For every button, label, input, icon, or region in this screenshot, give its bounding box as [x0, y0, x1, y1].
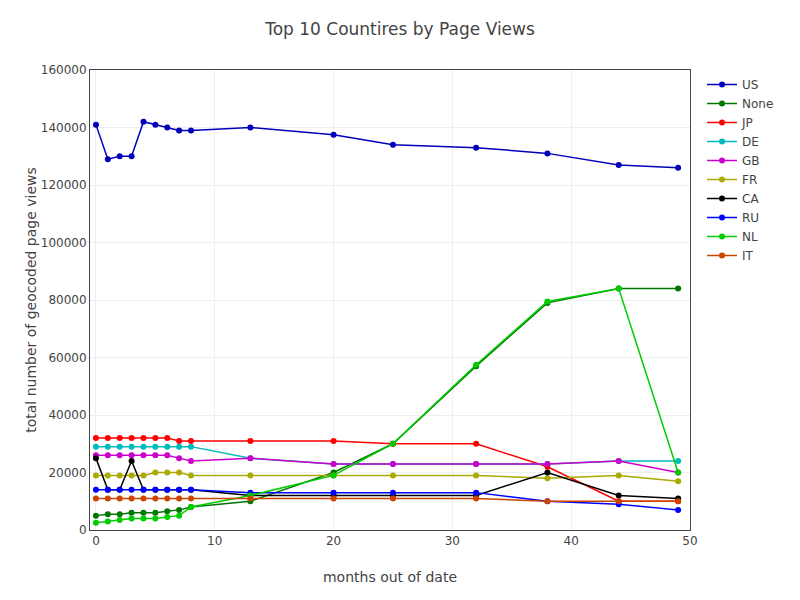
svg-text:140000: 140000 [41, 121, 87, 135]
svg-text:total number of geocoded page: total number of geocoded page views [23, 167, 39, 433]
svg-text:US: US [742, 78, 758, 92]
svg-text:80000: 80000 [48, 293, 86, 307]
svg-text:JP: JP [741, 116, 753, 130]
svg-text:20000: 20000 [48, 466, 86, 480]
svg-text:20: 20 [326, 534, 341, 548]
svg-text:RU: RU [742, 211, 759, 225]
svg-text:Top 10 Countires by Page Views: Top 10 Countires by Page Views [264, 19, 535, 39]
svg-text:DE: DE [742, 135, 759, 149]
svg-text:40: 40 [564, 534, 579, 548]
svg-text:0: 0 [92, 534, 100, 548]
svg-text:IT: IT [742, 249, 754, 263]
svg-text:40000: 40000 [48, 408, 86, 422]
svg-text:160000: 160000 [41, 63, 87, 77]
svg-text:10: 10 [207, 534, 222, 548]
svg-text:100000: 100000 [41, 236, 87, 250]
svg-text:NL: NL [742, 230, 758, 244]
svg-text:60000: 60000 [48, 351, 86, 365]
svg-text:months out of date: months out of date [323, 569, 457, 585]
svg-text:0: 0 [79, 523, 87, 537]
svg-text:50: 50 [682, 534, 697, 548]
svg-text:None: None [742, 97, 773, 111]
svg-text:CA: CA [742, 192, 759, 206]
svg-text:FR: FR [742, 173, 757, 187]
svg-text:120000: 120000 [41, 178, 87, 192]
svg-text:GB: GB [742, 154, 760, 168]
svg-text:30: 30 [445, 534, 460, 548]
